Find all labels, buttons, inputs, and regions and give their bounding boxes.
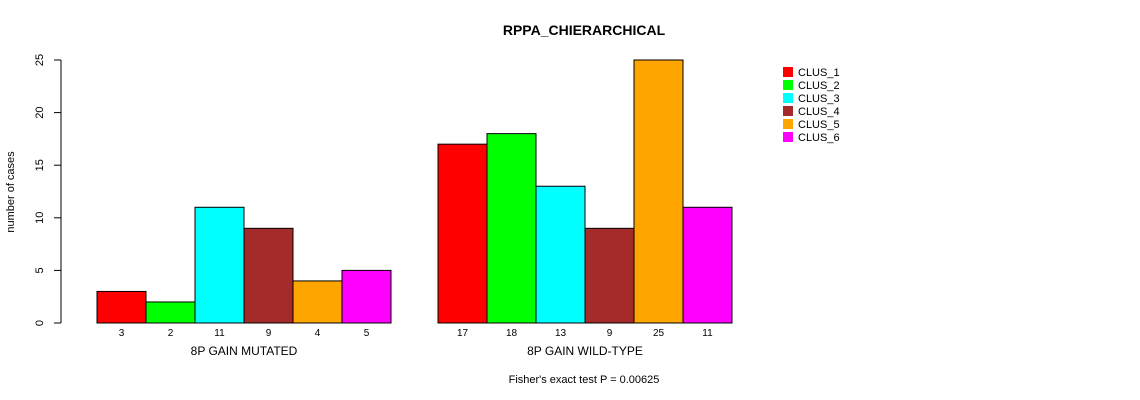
bar-value-label: 9	[607, 328, 613, 339]
bar	[633, 59, 684, 324]
bar-value-label: 18	[506, 328, 518, 339]
legend-entry: CLUS_3	[798, 93, 840, 105]
bar	[535, 185, 586, 324]
group-labels: 8P GAIN MUTATED 8P GAIN WILD-TYPE	[191, 344, 643, 358]
bar	[341, 269, 392, 324]
bar-value-label: 13	[555, 328, 567, 339]
y-tick-label: 0	[34, 320, 46, 326]
bar	[145, 301, 196, 324]
group-label: 8P GAIN WILD-TYPE	[527, 344, 643, 358]
legend-entry: CLUS_4	[798, 106, 840, 118]
legend-entry: CLUS_2	[798, 80, 840, 92]
legend-swatch	[783, 80, 793, 90]
bar	[243, 227, 294, 324]
bar	[292, 280, 343, 324]
legend-entry: CLUS_1	[798, 67, 840, 79]
legend-entry: CLUS_5	[798, 119, 840, 131]
y-axis-label: number of cases	[5, 151, 17, 233]
bars	[96, 59, 733, 324]
y-tick-label: 20	[34, 106, 46, 118]
bar	[584, 227, 635, 324]
x-axis-label: Fisher's exact test P = 0.00625	[509, 374, 660, 386]
bar-value-label: 25	[653, 328, 665, 339]
y-tick-label: 25	[34, 54, 46, 66]
bar	[194, 206, 245, 324]
y-tick-label: 15	[34, 159, 46, 171]
chart-title: RPPA_CHIERARCHICAL	[503, 22, 666, 38]
y-axis: 0 5 10 15 20 25	[34, 54, 62, 326]
bar	[437, 143, 488, 324]
legend-swatch	[783, 106, 793, 116]
bar-value-label: 11	[214, 328, 225, 339]
legend-swatch	[783, 132, 793, 142]
legend-swatch	[783, 93, 793, 103]
bar-value-label: 2	[168, 328, 174, 339]
bar-value-labels: 3 2 11 9 4 5 17 18 13 9 25 11	[119, 328, 713, 339]
bar-value-label: 5	[364, 328, 370, 339]
y-tick-label: 10	[34, 212, 46, 224]
bar-value-label: 3	[119, 328, 125, 339]
legend-swatch	[783, 67, 793, 77]
bar-value-label: 17	[457, 328, 469, 339]
bar	[682, 206, 733, 324]
legend-swatch	[783, 119, 793, 129]
legend-entry: CLUS_6	[798, 132, 840, 144]
bar	[96, 290, 147, 324]
bar	[486, 133, 537, 324]
bar-value-label: 11	[702, 328, 713, 339]
y-tick-label: 5	[34, 267, 46, 273]
bar-value-label: 9	[266, 328, 272, 339]
group-label: 8P GAIN MUTATED	[191, 344, 298, 358]
bar-value-label: 4	[315, 328, 321, 339]
